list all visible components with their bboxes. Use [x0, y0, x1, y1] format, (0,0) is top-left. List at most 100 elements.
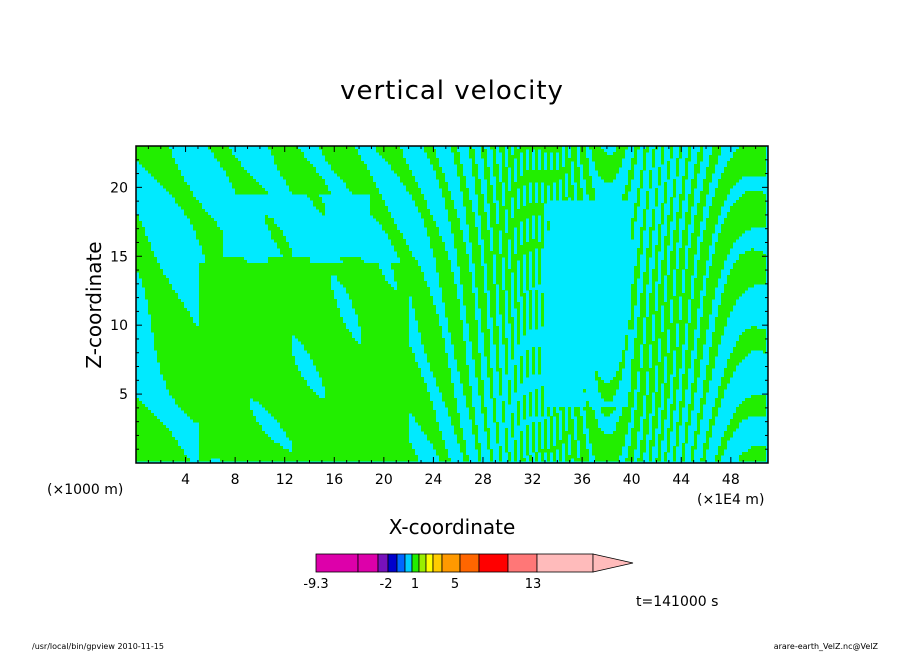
positive-region	[634, 347, 640, 351]
positive-region	[337, 278, 385, 282]
positive-region	[586, 416, 595, 420]
positive-region	[508, 212, 511, 216]
positive-region	[139, 272, 163, 276]
positive-region	[637, 200, 640, 204]
positive-region	[490, 395, 493, 399]
positive-region	[436, 452, 448, 456]
positive-region	[478, 449, 481, 453]
positive-region	[718, 449, 724, 453]
positive-region	[499, 377, 502, 381]
positive-region	[526, 269, 529, 273]
positive-region	[532, 260, 535, 264]
positive-region	[751, 446, 766, 450]
positive-region	[694, 365, 700, 369]
positive-region	[667, 380, 670, 384]
positive-region	[649, 458, 652, 462]
positive-region	[688, 149, 691, 153]
positive-region	[439, 182, 448, 186]
positive-region	[487, 197, 493, 201]
positive-region	[262, 404, 433, 408]
positive-region	[169, 392, 316, 396]
positive-region	[418, 326, 442, 330]
positive-region	[427, 356, 448, 360]
positive-region	[487, 362, 490, 366]
positive-region	[673, 245, 676, 249]
positive-region	[529, 152, 532, 156]
positive-region	[520, 455, 523, 459]
positive-region	[667, 224, 670, 228]
positive-region	[640, 446, 646, 450]
positive-region	[709, 158, 718, 162]
positive-region	[169, 191, 193, 195]
positive-region	[469, 332, 478, 336]
positive-region	[496, 365, 499, 369]
positive-region	[700, 146, 703, 150]
positive-region	[661, 146, 664, 150]
positive-region	[694, 380, 697, 384]
positive-region	[526, 428, 529, 432]
positive-region	[529, 404, 532, 408]
positive-region	[508, 320, 514, 324]
positive-region	[649, 314, 652, 318]
positive-region	[529, 401, 532, 405]
positive-region	[499, 206, 511, 210]
positive-region	[664, 392, 670, 396]
positive-region	[718, 452, 724, 456]
positive-region	[520, 371, 523, 375]
positive-region	[514, 365, 517, 369]
positive-region	[532, 368, 535, 372]
positive-region	[172, 194, 193, 198]
positive-region	[541, 395, 544, 399]
positive-region	[763, 350, 766, 354]
positive-region	[481, 230, 490, 234]
positive-region	[304, 347, 412, 351]
positive-region	[496, 188, 502, 192]
positive-region	[595, 458, 619, 462]
positive-region	[502, 314, 505, 318]
positive-region	[502, 251, 508, 255]
positive-region	[526, 200, 529, 204]
positive-region	[445, 302, 460, 306]
positive-region	[637, 335, 643, 339]
positive-region	[469, 338, 478, 342]
positive-region	[640, 311, 646, 315]
positive-region	[634, 341, 643, 345]
positive-region	[682, 296, 691, 300]
positive-region	[691, 449, 694, 453]
positive-region	[682, 242, 688, 246]
positive-region	[454, 233, 463, 237]
positive-region	[454, 356, 466, 360]
positive-region	[424, 431, 442, 435]
positive-region	[694, 287, 703, 291]
positive-region	[667, 278, 673, 282]
positive-region	[643, 224, 646, 228]
positive-region	[532, 263, 535, 267]
positive-region	[154, 341, 292, 345]
positive-region	[715, 248, 730, 252]
positive-region	[487, 272, 493, 276]
positive-region	[652, 347, 658, 351]
positive-region	[562, 179, 565, 183]
positive-region	[643, 287, 646, 291]
positive-region	[706, 434, 712, 438]
positive-region	[136, 152, 172, 156]
positive-region	[727, 362, 739, 366]
positive-region	[511, 260, 517, 264]
positive-region	[670, 212, 673, 216]
positive-region	[526, 194, 529, 198]
positive-region	[454, 353, 466, 357]
positive-region	[640, 455, 643, 459]
positive-region	[640, 377, 646, 381]
positive-region	[634, 353, 640, 357]
positive-region	[649, 239, 652, 243]
positive-region	[658, 236, 661, 240]
positive-region	[730, 356, 745, 360]
positive-region	[562, 422, 565, 426]
positive-region	[565, 146, 568, 150]
positive-region	[637, 194, 640, 198]
positive-region	[514, 203, 517, 207]
positive-region	[535, 161, 538, 165]
positive-region	[673, 449, 676, 453]
positive-region	[673, 302, 679, 306]
positive-region	[679, 203, 682, 207]
